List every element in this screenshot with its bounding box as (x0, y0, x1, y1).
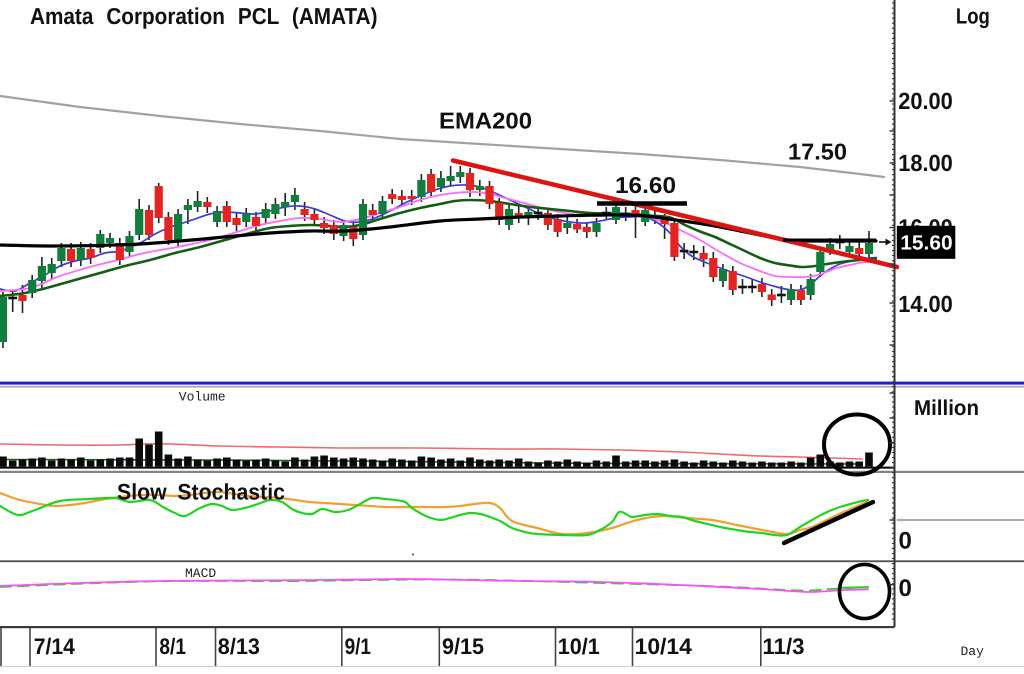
svg-text:14.00: 14.00 (898, 291, 953, 317)
svg-text:Slow Stochastic: Slow Stochastic (117, 480, 285, 505)
svg-text:17.50: 17.50 (788, 139, 847, 165)
svg-text:0: 0 (899, 528, 912, 555)
svg-text:EMA200: EMA200 (439, 108, 532, 134)
svg-text:9/15: 9/15 (442, 634, 484, 659)
svg-text:20.00: 20.00 (898, 88, 953, 114)
svg-text:8/13: 8/13 (218, 634, 260, 659)
svg-text:15.60: 15.60 (900, 232, 952, 255)
svg-text:Log: Log (956, 3, 990, 28)
svg-text:Amata Corporation PCL (AMATA): Amata Corporation PCL (AMATA) (30, 3, 378, 29)
svg-text:8/1: 8/1 (159, 634, 186, 659)
svg-text:0: 0 (899, 575, 912, 602)
svg-text:7/14: 7/14 (34, 634, 76, 659)
svg-text:10/1: 10/1 (558, 634, 600, 659)
svg-text:Volume: Volume (179, 390, 226, 405)
svg-text:MACD: MACD (185, 566, 216, 581)
svg-text:Day: Day (961, 644, 985, 659)
svg-text:11/3: 11/3 (763, 634, 805, 659)
svg-text:16.60: 16.60 (615, 172, 676, 198)
svg-text:9/1: 9/1 (345, 634, 371, 659)
svg-text:Million: Million (914, 396, 979, 420)
svg-text:10/14: 10/14 (635, 634, 693, 659)
svg-text:18.00: 18.00 (898, 150, 953, 176)
